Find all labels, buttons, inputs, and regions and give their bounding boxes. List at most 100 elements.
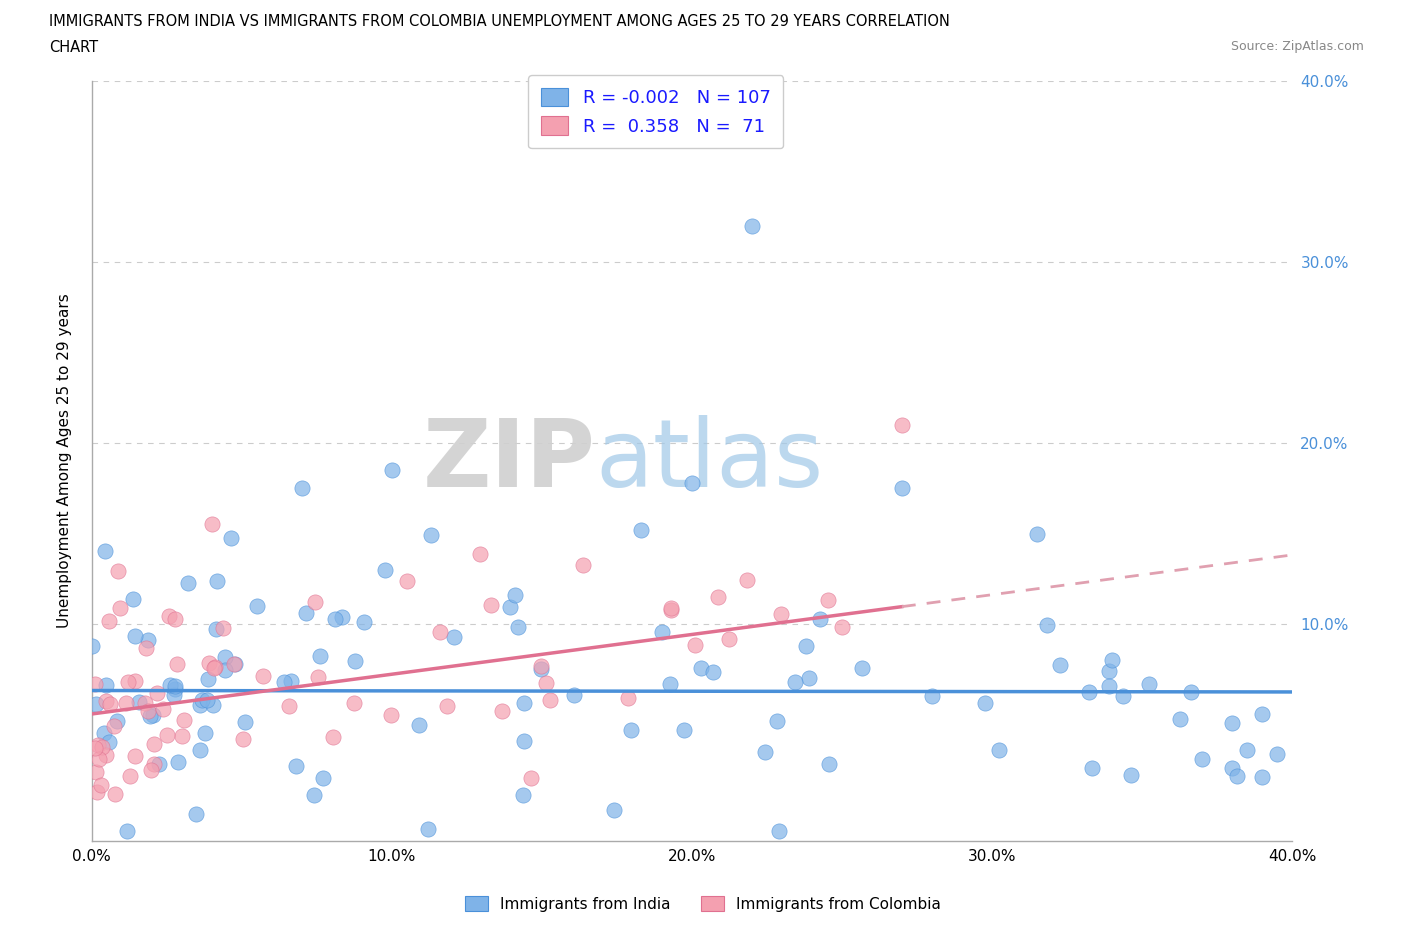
- Point: [538, 693, 561, 708]
- Point: [890, 418, 912, 432]
- Point: [420, 527, 443, 542]
- Point: [1251, 770, 1274, 785]
- Point: [197, 656, 219, 671]
- Point: [191, 693, 214, 708]
- Point: [429, 625, 451, 640]
- Point: [90, 777, 112, 792]
- Point: [87, 751, 110, 766]
- Point: [718, 631, 741, 646]
- Point: [520, 770, 543, 785]
- Point: [1036, 618, 1059, 632]
- Point: [135, 641, 157, 656]
- Point: [1220, 761, 1243, 776]
- Point: [202, 660, 225, 675]
- Point: [94, 677, 117, 692]
- Point: [344, 654, 367, 669]
- Point: [1078, 684, 1101, 699]
- Point: [443, 630, 465, 644]
- Point: [136, 704, 159, 719]
- Point: [499, 600, 522, 615]
- Point: [683, 638, 706, 653]
- Point: [890, 481, 912, 496]
- Point: [973, 696, 995, 711]
- Text: atlas: atlas: [596, 415, 824, 507]
- Point: [86, 764, 108, 779]
- Point: [188, 742, 211, 757]
- Point: [380, 708, 402, 723]
- Point: [205, 621, 228, 636]
- Point: [105, 713, 128, 728]
- Point: [765, 713, 787, 728]
- Point: [797, 671, 820, 685]
- Point: [94, 693, 117, 708]
- Point: [530, 659, 553, 674]
- Point: [197, 671, 219, 686]
- Y-axis label: Unemployment Among Ages 25 to 29 years: Unemployment Among Ages 25 to 29 years: [58, 294, 72, 629]
- Point: [534, 675, 557, 690]
- Point: [139, 709, 162, 724]
- Point: [167, 754, 190, 769]
- Point: [80, 639, 103, 654]
- Legend: Immigrants from India, Immigrants from Colombia: Immigrants from India, Immigrants from C…: [458, 889, 948, 918]
- Point: [479, 598, 502, 613]
- Point: [159, 678, 181, 693]
- Point: [468, 546, 491, 561]
- Point: [818, 757, 841, 772]
- Point: [124, 749, 146, 764]
- Point: [690, 661, 713, 676]
- Point: [436, 699, 458, 714]
- Point: [353, 615, 375, 630]
- Point: [702, 664, 724, 679]
- Point: [136, 632, 159, 647]
- Point: [103, 718, 125, 733]
- Point: [143, 737, 166, 751]
- Point: [302, 788, 325, 803]
- Point: [98, 697, 121, 711]
- Point: [754, 744, 776, 759]
- Point: [672, 723, 695, 737]
- Point: [707, 589, 730, 604]
- Point: [195, 693, 218, 708]
- Point: [165, 681, 187, 696]
- Point: [94, 748, 117, 763]
- Point: [124, 629, 146, 644]
- Point: [491, 703, 513, 718]
- Point: [1220, 715, 1243, 730]
- Point: [513, 696, 536, 711]
- Point: [572, 557, 595, 572]
- Point: [651, 625, 673, 640]
- Point: [291, 481, 314, 496]
- Point: [1101, 653, 1123, 668]
- Point: [396, 574, 419, 589]
- Point: [146, 685, 169, 700]
- Text: IMMIGRANTS FROM INDIA VS IMMIGRANTS FROM COLOMBIA UNEMPLOYMENT AMONG AGES 25 TO : IMMIGRANTS FROM INDIA VS IMMIGRANTS FROM…: [49, 14, 950, 29]
- Point: [1180, 684, 1202, 699]
- Point: [330, 609, 353, 624]
- Point: [309, 648, 332, 663]
- Point: [124, 673, 146, 688]
- Point: [176, 576, 198, 591]
- Point: [1049, 658, 1071, 672]
- Point: [418, 822, 440, 837]
- Point: [503, 587, 526, 602]
- Point: [84, 677, 107, 692]
- Point: [233, 715, 256, 730]
- Point: [87, 737, 110, 752]
- Point: [304, 594, 326, 609]
- Point: [295, 605, 318, 620]
- Point: [122, 591, 145, 606]
- Point: [1098, 663, 1121, 678]
- Point: [1168, 712, 1191, 727]
- Point: [921, 688, 943, 703]
- Point: [157, 609, 180, 624]
- Point: [312, 771, 335, 786]
- Point: [1119, 767, 1142, 782]
- Point: [808, 611, 831, 626]
- Point: [142, 707, 165, 722]
- Point: [163, 687, 186, 702]
- Point: [603, 803, 626, 817]
- Point: [741, 219, 763, 233]
- Point: [107, 564, 129, 578]
- Point: [620, 722, 643, 737]
- Point: [785, 674, 807, 689]
